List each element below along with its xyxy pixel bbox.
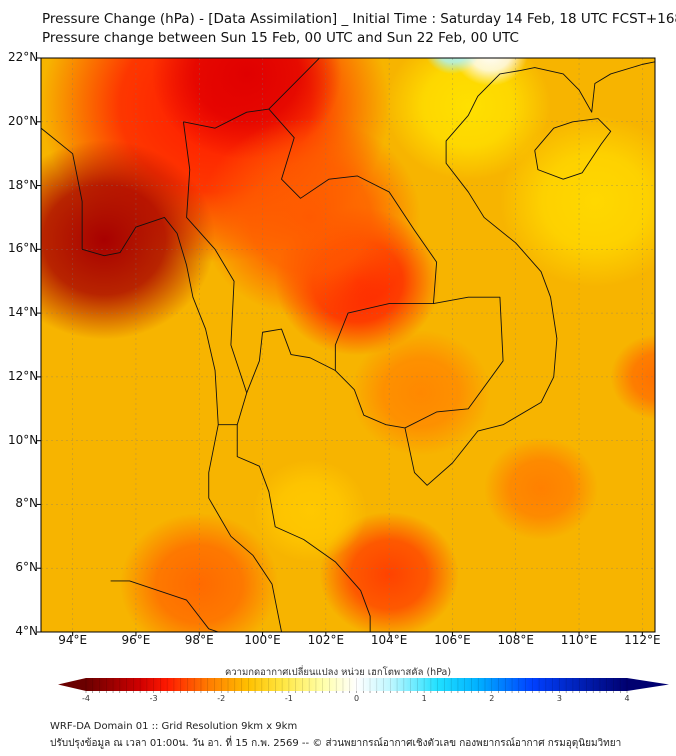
pressure-anomaly xyxy=(426,58,479,75)
colorbar-tick-label: -3 xyxy=(149,694,158,703)
lon-label: 98°E xyxy=(184,633,214,647)
lon-label: 94°E xyxy=(58,633,88,647)
axis-ticks xyxy=(37,57,643,636)
lon-label: 100°E xyxy=(244,633,281,647)
colorbar-tick-label: -1 xyxy=(284,694,293,703)
lon-label: 108°E xyxy=(497,633,534,647)
footer-credit: ปรับปรุงข้อมูล ณ เวลา 01:00น. วัน อา. ที… xyxy=(50,738,622,749)
colorbar-tick-label: 2 xyxy=(489,694,495,703)
colorbar-tick-label: 3 xyxy=(556,694,562,703)
lat-label: 10°N xyxy=(8,432,39,447)
lon-label: 96°E xyxy=(121,633,151,647)
coastline xyxy=(534,118,612,180)
lat-label: 14°N xyxy=(8,305,39,320)
colorbar-tick-label: 0 xyxy=(353,694,360,703)
pressure-anomaly xyxy=(386,58,551,180)
pressure-anomaly xyxy=(453,58,528,86)
pressure-anomaly xyxy=(253,459,367,563)
map-frame xyxy=(40,57,656,633)
pressure-anomaly xyxy=(351,330,491,456)
lat-label: 8°N xyxy=(15,496,38,511)
pressure-anomaly xyxy=(499,116,655,287)
lat-label: 12°N xyxy=(8,368,39,383)
colorbar-tick-label: -2 xyxy=(217,694,226,703)
chart-subtitle: Pressure change between Sun 15 Feb, 00 U… xyxy=(42,30,519,46)
colorbar-tick-label: 4 xyxy=(624,694,630,703)
coastline xyxy=(183,108,438,371)
lat-label: 6°N xyxy=(15,560,38,575)
lon-label: 104°E xyxy=(370,633,408,647)
coastlines xyxy=(41,58,655,632)
lat-label: 18°N xyxy=(8,177,39,192)
pressure-anomaly xyxy=(199,117,421,318)
lon-label: 110°E xyxy=(560,633,598,647)
colorbar-label: ความกดอากาศเปลี่ยนแปลง หน่วย เฮกโตพาสคัล… xyxy=(224,667,452,678)
colorbar-tick-label: -4 xyxy=(82,694,90,703)
lat-label: 20°N xyxy=(8,113,39,128)
coastline xyxy=(268,58,321,110)
lon-label: 112°E xyxy=(624,633,661,647)
pressure-anomaly xyxy=(484,437,599,540)
lat-label: 4°N xyxy=(15,624,38,638)
coastline xyxy=(110,580,219,632)
lat-label: 16°N xyxy=(8,241,39,256)
coastline xyxy=(41,127,282,632)
colorbar-tick-label: 1 xyxy=(421,694,427,703)
lon-label: 106°E xyxy=(434,633,471,647)
pressure-change-map xyxy=(37,57,656,636)
lon-label: 102°E xyxy=(307,633,345,647)
coastline xyxy=(182,121,248,393)
coastline xyxy=(404,296,504,429)
coastline xyxy=(236,61,655,632)
lat-label: 22°N xyxy=(8,50,39,64)
footer-model-info: WRF-DA Domain 01 :: Grid Resolution 9km … xyxy=(50,721,298,732)
chart-title: Pressure Change (hPa) - [Data Assimilati… xyxy=(42,11,676,27)
